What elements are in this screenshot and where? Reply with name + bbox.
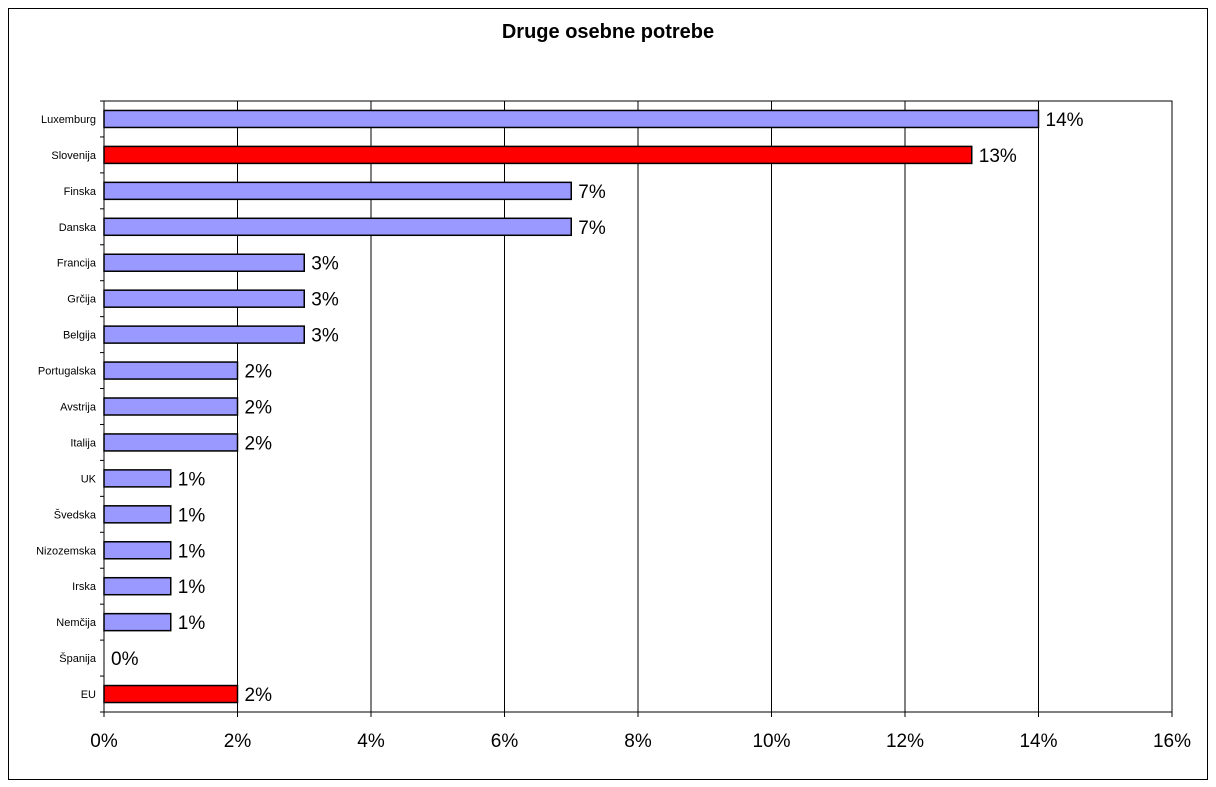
data-label: 14% [1046,110,1084,131]
data-label: 1% [178,613,206,634]
data-label: 0% [111,649,139,670]
data-label: 2% [245,433,273,454]
category-label: Belgija [63,330,97,342]
data-label: 13% [979,146,1017,167]
category-label: UK [81,473,97,485]
bar [103,433,239,452]
x-tick-label: 4% [357,731,385,752]
bar [103,109,1040,129]
x-tick-label: 16% [1153,731,1191,752]
x-tick-label: 8% [624,731,652,752]
category-label: Nizozemska [36,545,97,557]
bar [103,217,572,237]
category-label: Francija [57,258,97,270]
category-label: Danska [59,222,97,234]
data-label: 3% [311,290,339,311]
data-label: 2% [245,362,273,383]
category-label: Švedska [54,508,97,521]
bar [103,684,239,704]
category-label: Nemčija [56,617,97,629]
bar [103,397,239,416]
bar [103,612,172,632]
category-label: Irska [72,581,97,593]
category-label: EU [81,689,96,701]
bar [103,325,305,344]
bar [103,361,239,380]
bar [103,576,172,596]
x-tick-label: 14% [1019,731,1057,752]
data-label: 7% [578,182,606,203]
bar [103,541,172,560]
chart-frame: Druge osebne potrebe 0% 2% 4% 6% 8% 10% 12% 14%… [8,8,1208,780]
x-tick-label: 10% [752,731,790,752]
category-label: Slovenija [51,150,97,162]
category-label: Luxemburg [41,114,96,126]
x-tick-label: 12% [886,731,924,752]
category-label: Italija [70,437,97,449]
data-label: 1% [178,541,206,562]
data-label: 1% [178,505,206,526]
bar [103,289,305,308]
x-tick-label: 0% [90,731,118,752]
category-label: Portugalska [38,366,97,378]
bar [103,469,172,488]
category-label: Avstrija [60,402,97,414]
x-tick-label: 2% [224,731,252,752]
data-label: 1% [178,469,206,490]
category-label: Finska [64,186,97,198]
data-label: 2% [245,685,273,706]
bar [103,181,572,201]
data-label: 3% [311,254,339,275]
data-label: 3% [311,326,339,347]
chart-title: Druge osebne potrebe [501,21,715,43]
bar [103,505,172,524]
data-label: 2% [245,398,273,419]
bar [103,145,973,165]
category-label: Španija [59,652,97,665]
bar [103,253,305,272]
x-tick-label: 6% [491,731,519,752]
data-label: 7% [578,218,606,239]
category-label: Grčija [67,294,97,306]
bar-chart: 0% 2% 4% 6% 8% 10% 12% 14% 16% Luxemburg 14% Sloven… [36,100,1191,752]
data-label: 1% [178,577,206,598]
